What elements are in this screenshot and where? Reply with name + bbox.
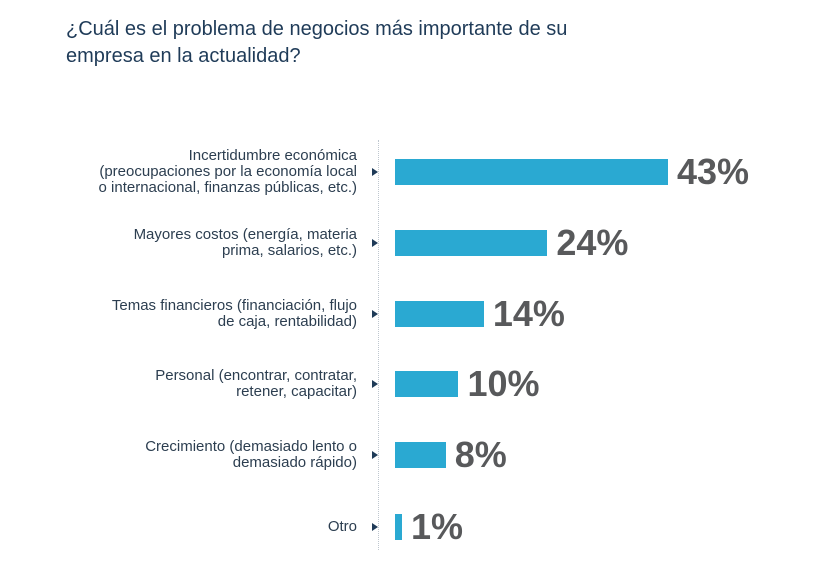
bar (395, 514, 402, 540)
bar-value-label: 43% (677, 151, 750, 192)
row-arrow-icon (372, 380, 378, 388)
category-label-line: prima, salarios, etc.) (221, 242, 357, 259)
category-label-line: Crecimiento (demasiado lento o (145, 438, 357, 455)
category-label-line: Otro (327, 518, 357, 535)
category-axis-line (378, 140, 379, 550)
bar-value-label: 8% (454, 434, 507, 475)
bar-value-label: 24% (556, 222, 629, 263)
category-label: Personal (encontrar, contratar, retener, … (27, 368, 357, 400)
category-label: Crecimiento (demasiado lento o demasiado … (27, 439, 357, 471)
chart-title: ¿Cuál es el problema de negocios más imp… (66, 16, 706, 70)
row-arrow-icon (372, 239, 378, 247)
bar (395, 159, 668, 185)
row-arrow-icon (372, 523, 378, 531)
category-label-line: (preocupaciones por la economía local (99, 163, 357, 180)
category-label-line: Mayores costos (energía, materia (133, 226, 357, 243)
category-label-line: retener, capacitar) (236, 383, 357, 400)
row-arrow-icon (372, 168, 378, 176)
bar-value-label: 14% (492, 293, 565, 334)
category-label: Otro (27, 519, 357, 535)
row-arrow-icon (372, 310, 378, 318)
bar (395, 230, 548, 256)
category-label-line: demasiado rápido) (232, 454, 357, 471)
bar (395, 301, 484, 327)
category-label-line: Incertidumbre económica (188, 147, 357, 164)
category-label-line: Temas financieros (financiación, flujo (111, 297, 357, 314)
category-label-line: de caja, rentabilidad) (217, 313, 357, 330)
category-label-line: o internacional, finanzas públicas, etc.… (98, 179, 357, 196)
category-label: Mayores costos (energía, materia prima, s… (27, 227, 357, 259)
chart-title-line-1: ¿Cuál es el problema de negocios más imp… (66, 18, 568, 40)
bar (395, 442, 446, 468)
bar-value-label: 10% (467, 363, 540, 404)
bar-value-label: 1% (411, 506, 464, 547)
bar (395, 371, 459, 397)
row-arrow-icon (372, 451, 378, 459)
category-label: Incertidumbre económica (preocupaciones p… (27, 148, 357, 196)
category-label: Temas financieros (financiación, flujo de… (27, 298, 357, 330)
chart-title-line-2: empresa en la actualidad? (66, 45, 301, 67)
category-label-line: Personal (encontrar, contratar, (155, 367, 357, 384)
